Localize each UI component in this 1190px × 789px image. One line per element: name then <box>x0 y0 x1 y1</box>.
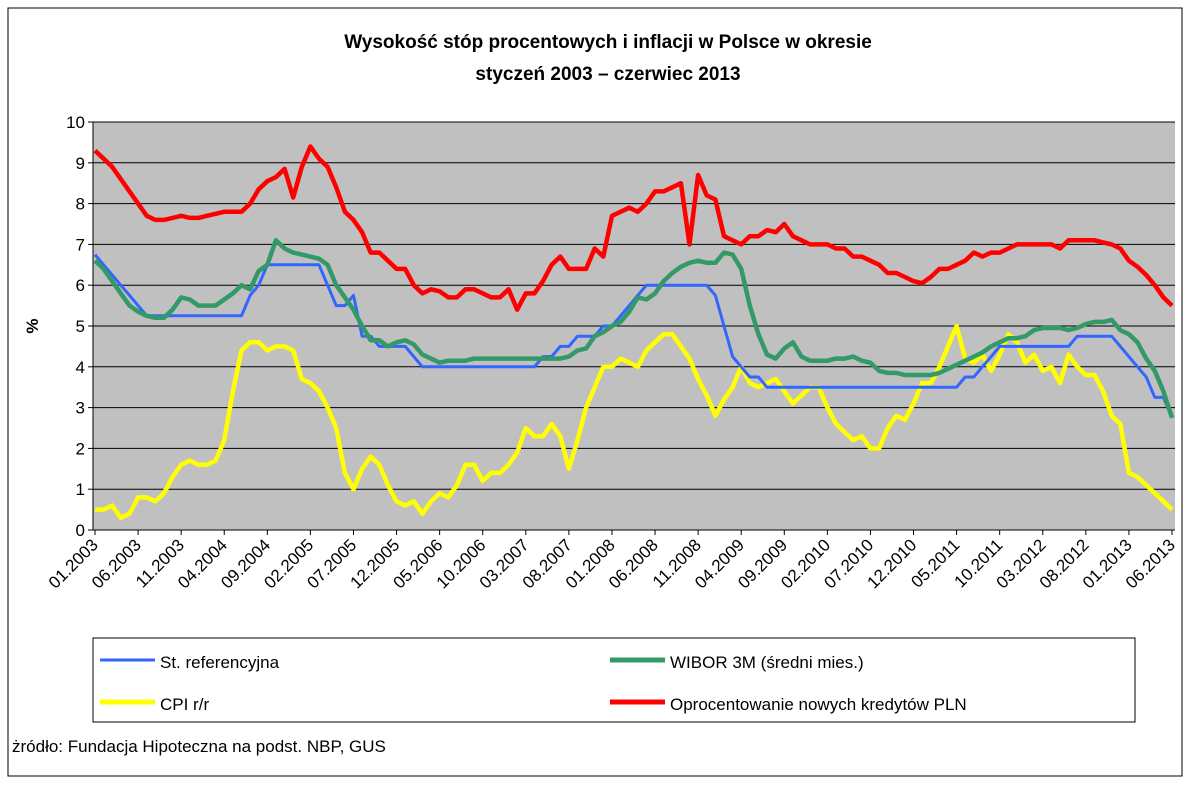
series-line <box>95 323 1174 521</box>
y-tick-label: 2 <box>76 439 85 458</box>
legend-label: Oprocentowanie nowych kredytów PLN <box>670 695 967 714</box>
series-line <box>93 238 1175 419</box>
chart-title: styczeń 2003 – czerwiec 2013 <box>475 64 740 85</box>
y-axis-label: % <box>23 318 42 333</box>
y-tick-label: 9 <box>76 154 85 173</box>
legend-label: WIBOR 3M (średni mies.) <box>670 653 864 672</box>
y-tick-label: 10 <box>66 113 85 132</box>
y-tick-label: 8 <box>76 195 85 214</box>
y-tick-label: 7 <box>76 235 85 254</box>
legend <box>92 637 1136 723</box>
legend-label: St. referencyjna <box>160 653 280 672</box>
y-tick-label: 0 <box>76 521 85 540</box>
y-tick-label: 1 <box>76 480 85 499</box>
legend-label: CPI r/r <box>160 695 209 714</box>
y-tick-label: 4 <box>76 358 85 377</box>
y-tick-label: 3 <box>76 399 85 418</box>
y-tick-label: 5 <box>76 317 85 336</box>
series-line <box>93 144 1174 312</box>
chart-title: Wysokość stóp procentowych i inflacji w … <box>344 32 872 53</box>
y-tick-label: 6 <box>76 276 85 295</box>
source-note: żródło: Fundacja Hipoteczna na podst. NB… <box>12 737 386 756</box>
